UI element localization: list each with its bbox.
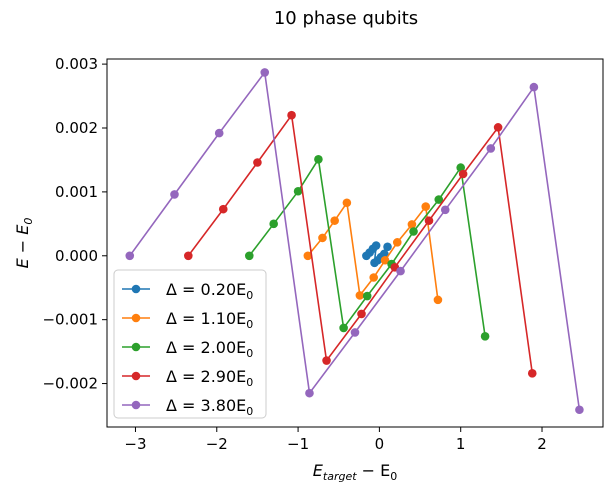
legend: Δ = 0.20E0 Δ = 1.10E0 Δ = 2.00E0 Δ = 2.90E0… bbox=[113, 269, 267, 419]
y-tick-label: −0.001 bbox=[42, 311, 98, 329]
data-point bbox=[380, 255, 390, 265]
data-point bbox=[407, 220, 417, 229]
data-point bbox=[371, 241, 381, 250]
data-point bbox=[433, 295, 443, 305]
legend-label: Δ = 2.90E0 bbox=[166, 367, 253, 389]
y-tick-label: 0.001 bbox=[55, 183, 98, 201]
data-point bbox=[480, 331, 490, 341]
x-tick-label: −1 bbox=[287, 435, 309, 453]
data-point bbox=[355, 291, 365, 300]
data-point bbox=[350, 328, 360, 337]
data-point bbox=[260, 68, 270, 77]
legend-label: Δ = 1.10E0 bbox=[166, 309, 253, 331]
x-tick-label: −3 bbox=[124, 435, 146, 453]
data-point bbox=[369, 273, 379, 282]
data-point bbox=[314, 155, 323, 164]
data-point bbox=[357, 309, 366, 319]
legend-entry: Δ = 2.00E0 bbox=[122, 338, 253, 360]
data-point bbox=[339, 323, 348, 333]
data-point bbox=[293, 186, 303, 196]
series-4 bbox=[125, 68, 584, 415]
data-point bbox=[170, 190, 179, 199]
legend-entry: Δ = 0.20E0 bbox=[122, 280, 253, 302]
legend-marker bbox=[131, 284, 141, 294]
y-axis: −0.002 −0.001 0.000 0.001 0.002 0.003 bbox=[42, 55, 107, 393]
data-point bbox=[486, 144, 496, 153]
chart-title: 10 phase qubits bbox=[274, 8, 418, 29]
x-tick-label: 0 bbox=[375, 435, 385, 453]
x-tick-label: 2 bbox=[537, 435, 547, 453]
data-point bbox=[421, 202, 431, 211]
y-tick-label: 0.002 bbox=[55, 119, 98, 137]
data-point bbox=[214, 128, 224, 138]
data-point bbox=[527, 369, 537, 378]
data-point bbox=[184, 251, 193, 261]
legend-marker bbox=[131, 371, 141, 381]
legend-marker bbox=[131, 342, 141, 352]
legend-label: Δ = 3.80E0 bbox=[166, 396, 253, 418]
data-point bbox=[424, 216, 434, 225]
data-point bbox=[287, 110, 296, 120]
data-point bbox=[409, 227, 418, 236]
data-point bbox=[318, 233, 327, 243]
y-axis-label: E − E0 bbox=[13, 218, 35, 269]
data-point bbox=[218, 204, 228, 214]
series-1 bbox=[303, 198, 443, 305]
data-point bbox=[269, 219, 278, 229]
legend-label: Δ = 0.20E0 bbox=[166, 280, 253, 302]
legend-box bbox=[113, 269, 267, 419]
y-tick-label: −0.002 bbox=[42, 375, 98, 393]
data-point bbox=[396, 266, 405, 276]
data-point bbox=[253, 158, 262, 167]
series-layer bbox=[125, 68, 584, 415]
y-tick-label: 0.000 bbox=[55, 247, 98, 265]
legend-entry: Δ = 3.80E0 bbox=[122, 396, 253, 418]
data-point bbox=[440, 205, 450, 215]
data-point bbox=[125, 251, 135, 261]
data-point bbox=[330, 216, 339, 225]
x-tick-label: −2 bbox=[206, 435, 228, 453]
data-point bbox=[458, 169, 468, 179]
legend-marker bbox=[131, 400, 141, 410]
legend-entry: Δ = 2.90E0 bbox=[122, 367, 253, 389]
x-axis: −3 −2 −1 0 1 2 bbox=[124, 427, 547, 453]
x-axis-label: Etarget − E0 bbox=[313, 461, 397, 483]
data-point bbox=[322, 356, 331, 365]
legend-entry: Δ = 1.10E0 bbox=[122, 309, 253, 331]
data-point bbox=[493, 123, 503, 132]
data-point bbox=[379, 249, 389, 259]
data-point bbox=[244, 251, 254, 261]
x-tick-label: 1 bbox=[456, 435, 466, 453]
legend-marker bbox=[131, 313, 141, 323]
data-point bbox=[529, 82, 539, 92]
data-point bbox=[342, 198, 352, 208]
data-point bbox=[383, 242, 392, 252]
y-tick-label: 0.003 bbox=[55, 55, 98, 73]
legend-label: Δ = 2.00E0 bbox=[166, 338, 253, 360]
data-point bbox=[362, 291, 372, 301]
data-point bbox=[575, 405, 584, 415]
data-point bbox=[303, 251, 313, 261]
data-point bbox=[305, 388, 314, 398]
data-point bbox=[434, 195, 444, 204]
data-point bbox=[392, 238, 402, 247]
